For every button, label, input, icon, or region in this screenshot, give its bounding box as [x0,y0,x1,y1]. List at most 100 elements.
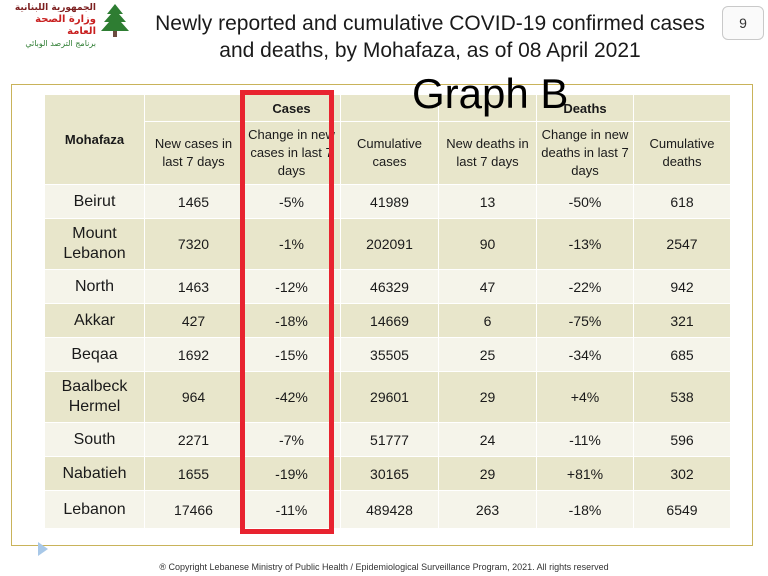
slide-title: Newly reported and cumulative COVID-19 c… [150,10,710,64]
cell-cum-cases: 46329 [340,269,439,304]
mohafaza-name: Beqaa [44,337,145,372]
cell-change-cases: -1% [242,218,341,270]
column-header: Change in new deaths in last 7 days [536,121,634,185]
cell-change-cases: -42% [242,371,341,423]
cell-cum-deaths: 538 [633,371,731,423]
column-header: Cumulative cases [340,121,439,185]
table-row: South 2271 -7% 51777 24 -11% 596 [44,422,731,457]
column-header: Cumulative deaths [633,121,731,185]
mohafaza-name: North [44,269,145,304]
table-row: Lebanon 17466 -11% 489428 263 -18% 6549 [44,490,731,529]
header-deaths-spacer [438,94,537,122]
logo-text: الجمهورية اللبنانية وزارة الصحة العامة ب… [6,2,96,49]
table-row: Mount Lebanon 7320 -1% 202091 90 -13% 2547 [44,218,731,270]
table-row: North 1463 -12% 46329 47 -22% 942 [44,269,731,304]
cell-change-cases: -19% [242,456,341,491]
cell-cum-cases: 51777 [340,422,439,457]
table-row: Akkar 427 -18% 14669 6 -75% 321 [44,303,731,338]
cell-new-cases: 2271 [144,422,243,457]
title-line-2: and deaths, by Mohafaza, as of 08 April … [219,39,641,62]
header-cases: Cases [242,94,341,122]
header-mohafaza: Mohafaza [44,94,145,185]
cell-change-cases: -7% [242,422,341,457]
cell-change-deaths: +81% [536,456,634,491]
header-cases-spacer [340,94,439,122]
cell-new-cases: 17466 [144,490,243,529]
cell-change-cases: -15% [242,337,341,372]
mohafaza-name: Mount Lebanon [44,218,145,270]
table-row: Baalbeck Hermel 964 -42% 29601 29 +4% 538 [44,371,731,423]
cell-new-cases: 1692 [144,337,243,372]
cell-new-deaths: 29 [438,456,537,491]
cases-deaths-table: Mohafaza Cases Deaths New cases in last … [44,94,731,529]
mohafaza-name: Akkar [44,303,145,338]
mohafaza-name: Baalbeck Hermel [44,371,145,423]
cell-cum-deaths: 618 [633,184,731,219]
mohafaza-name: South [44,422,145,457]
cell-new-deaths: 29 [438,371,537,423]
header-deaths-spacer [633,94,731,122]
cell-change-cases: -5% [242,184,341,219]
cell-cum-cases: 202091 [340,218,439,270]
cell-cum-cases: 35505 [340,337,439,372]
cell-cum-cases: 489428 [340,490,439,529]
cell-change-deaths: -11% [536,422,634,457]
cell-change-deaths: -13% [536,218,634,270]
cell-cum-deaths: 321 [633,303,731,338]
cell-cum-cases: 30165 [340,456,439,491]
cell-change-cases: -18% [242,303,341,338]
cell-change-cases: -11% [242,490,341,529]
column-header: Change in new cases in last 7 days [242,121,341,185]
cell-new-deaths: 47 [438,269,537,304]
cell-new-cases: 1465 [144,184,243,219]
cell-new-deaths: 25 [438,337,537,372]
cell-new-cases: 1655 [144,456,243,491]
cell-cum-cases: 14669 [340,303,439,338]
cell-new-deaths: 24 [438,422,537,457]
cell-new-deaths: 90 [438,218,537,270]
moph-logo: الجمهورية اللبنانية وزارة الصحة العامة ب… [6,2,132,48]
slide-number: 9 [722,6,764,40]
cell-new-deaths: 13 [438,184,537,219]
column-header: New cases in last 7 days [144,121,243,185]
table-row: Beirut 1465 -5% 41989 13 -50% 618 [44,184,731,219]
cedar-icon [101,4,129,37]
cell-change-deaths: -22% [536,269,634,304]
table-row: Nabatieh 1655 -19% 30165 29 +81% 302 [44,456,731,491]
cell-cum-deaths: 685 [633,337,731,372]
table-row: Beqaa 1692 -15% 35505 25 -34% 685 [44,337,731,372]
cell-change-deaths: +4% [536,371,634,423]
cell-change-deaths: -34% [536,337,634,372]
cell-new-deaths: 6 [438,303,537,338]
cell-new-cases: 1463 [144,269,243,304]
mohafaza-name: Beirut [44,184,145,219]
graph-label: Graph B [412,70,569,117]
cell-cum-cases: 41989 [340,184,439,219]
cell-cum-deaths: 6549 [633,490,731,529]
cell-new-cases: 964 [144,371,243,423]
cell-change-cases: -12% [242,269,341,304]
cell-new-deaths: 263 [438,490,537,529]
header-cases-spacer [144,94,243,122]
column-header: New deaths in last 7 days [438,121,537,185]
mohafaza-name: Lebanon [44,490,145,529]
cell-change-deaths: -75% [536,303,634,338]
cell-cum-deaths: 596 [633,422,731,457]
next-slide-arrow-icon[interactable] [38,542,48,556]
cell-new-cases: 7320 [144,218,243,270]
logo-line-republic: الجمهورية اللبنانية [14,3,96,13]
cell-cum-deaths: 2547 [633,218,731,270]
cell-change-deaths: -50% [536,184,634,219]
cell-new-cases: 427 [144,303,243,338]
logo-line-ministry: وزارة الصحة العامة [35,14,96,37]
mohafaza-name: Nabatieh [44,456,145,491]
copyright-footer: ® Copyright Lebanese Ministry of Public … [159,562,609,572]
cell-cum-deaths: 942 [633,269,731,304]
cell-cum-deaths: 302 [633,456,731,491]
title-line-1: Newly reported and cumulative COVID-19 c… [155,12,705,35]
column-header-row: New cases in last 7 days Change in new c… [45,121,731,185]
cell-change-deaths: -18% [536,490,634,529]
cell-cum-cases: 29601 [340,371,439,423]
group-header-row: Mohafaza Cases Deaths [44,94,731,185]
logo-line-program: برنامج الترصد الوبائي [25,39,96,48]
